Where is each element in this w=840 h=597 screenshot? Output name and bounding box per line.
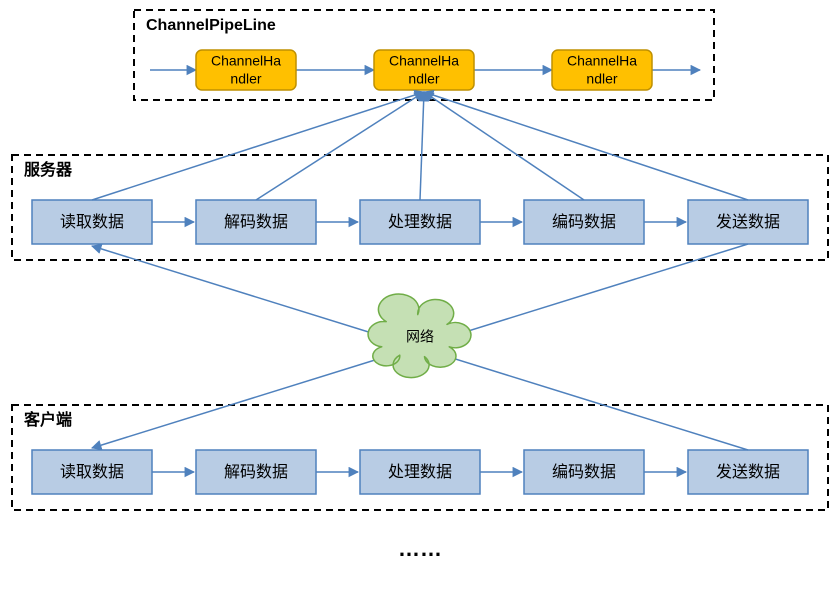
server-stage-label-2: 处理数据 (388, 213, 452, 231)
server-stage-0: 读取数据 (32, 200, 152, 244)
svg-text:ndler: ndler (586, 71, 617, 87)
server-stage-label-4: 发送数据 (716, 213, 780, 231)
server-to-handler-arrow-3 (424, 92, 584, 200)
server-stage-label-0: 读取数据 (60, 213, 124, 231)
channel-handler-1: ChannelHa ndler (374, 50, 474, 90)
client-stage-label-3: 编码数据 (552, 463, 616, 481)
client-stage-4: 发送数据 (688, 450, 808, 494)
client-box-title: 客户端 (24, 410, 72, 429)
server-stage-label-3: 编码数据 (552, 213, 616, 231)
svg-text:ChannelHa: ChannelHa (211, 53, 281, 69)
server-to-handler-arrow-1 (256, 92, 424, 200)
network-cloud: 网络 (368, 294, 471, 378)
server-stage-label-1: 解码数据 (224, 213, 288, 231)
server-to-handler-arrow-4 (424, 92, 748, 200)
svg-text:ndler: ndler (230, 71, 261, 87)
server-to-handler-arrow-2 (420, 92, 424, 200)
client-stage-label-1: 解码数据 (224, 463, 288, 481)
server-to-handler-arrow-0 (92, 92, 424, 200)
client-stage-label-4: 发送数据 (716, 463, 780, 481)
pipeline-box-title: ChannelPipeLine (146, 17, 276, 34)
client-stage-label-2: 处理数据 (388, 463, 452, 481)
svg-text:ChannelHa: ChannelHa (567, 53, 637, 69)
network-label: 网络 (406, 329, 434, 345)
client-stage-1: 解码数据 (196, 450, 316, 494)
svg-text:ChannelHa: ChannelHa (389, 53, 459, 69)
svg-text:ndler: ndler (408, 71, 439, 87)
client-stage-3: 编码数据 (524, 450, 644, 494)
server-stage-1: 解码数据 (196, 200, 316, 244)
client-stage-2: 处理数据 (360, 450, 480, 494)
diagram-canvas: ChannelPipeLine ChannelHa ndler ChannelHa nd… (0, 0, 840, 597)
server-stage-4: 发送数据 (688, 200, 808, 244)
server-stage-3: 编码数据 (524, 200, 644, 244)
ellipsis-text: …… (398, 536, 442, 561)
channel-handler-0: ChannelHa ndler (196, 50, 296, 90)
server-stage-2: 处理数据 (360, 200, 480, 244)
server-box-title: 服务器 (24, 160, 73, 179)
channel-handler-2: ChannelHa ndler (552, 50, 652, 90)
client-stage-0: 读取数据 (32, 450, 152, 494)
client-stage-label-0: 读取数据 (60, 463, 124, 481)
